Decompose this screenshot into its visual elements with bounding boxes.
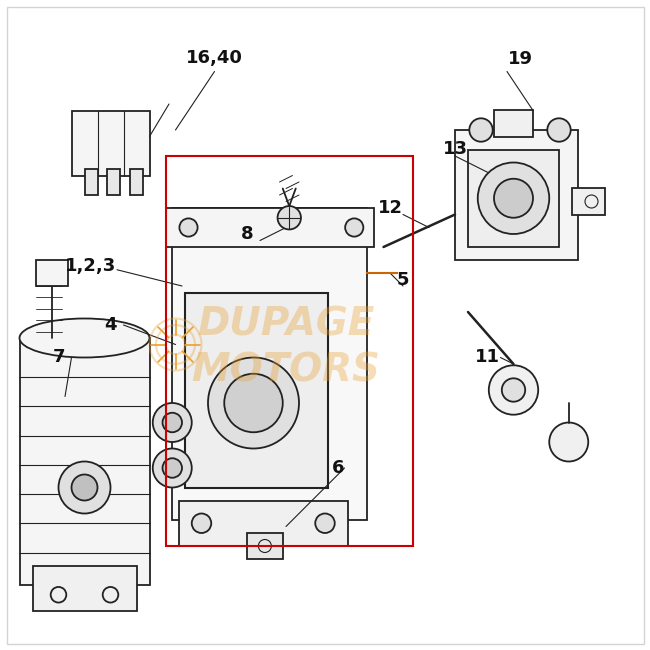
Text: 6: 6 [332,459,344,477]
Bar [72,111,150,176]
Bar [166,208,374,247]
Bar [166,156,413,546]
Circle shape [58,462,110,514]
Circle shape [547,118,571,142]
Bar [494,111,533,136]
Text: 8: 8 [240,225,254,243]
Bar [32,566,136,611]
Text: 5: 5 [396,270,410,289]
Bar [107,169,120,195]
Text: DUPAGE: DUPAGE [198,306,374,344]
Bar [572,188,604,215]
Circle shape [315,514,335,533]
Ellipse shape [162,458,182,478]
Bar [130,169,143,195]
Text: 19: 19 [508,49,532,68]
Ellipse shape [20,318,150,358]
Circle shape [72,474,98,500]
Circle shape [502,378,525,402]
Bar [84,169,98,195]
Circle shape [278,206,301,229]
Bar [247,533,283,559]
Ellipse shape [153,403,192,442]
Bar [36,260,68,286]
Text: 12: 12 [378,199,402,217]
Circle shape [224,374,283,432]
Bar [172,208,367,520]
Circle shape [478,162,549,234]
Text: 13: 13 [443,140,467,159]
Text: 1,2,3: 1,2,3 [66,257,116,276]
Text: MOTORS: MOTORS [192,352,380,389]
Text: 4: 4 [104,316,117,334]
Circle shape [345,218,363,237]
Text: 16,40: 16,40 [186,49,243,68]
Bar [179,500,348,546]
Circle shape [179,218,198,237]
Bar [468,150,559,247]
Ellipse shape [162,413,182,432]
Ellipse shape [153,448,192,488]
Circle shape [208,358,299,448]
Circle shape [192,514,211,533]
Bar [185,292,328,488]
Circle shape [469,118,493,142]
Circle shape [549,422,588,461]
Text: 7: 7 [52,348,65,367]
Text: 11: 11 [475,348,500,367]
Bar [20,338,150,585]
Bar [455,130,578,260]
Circle shape [494,179,533,218]
Circle shape [489,365,538,415]
